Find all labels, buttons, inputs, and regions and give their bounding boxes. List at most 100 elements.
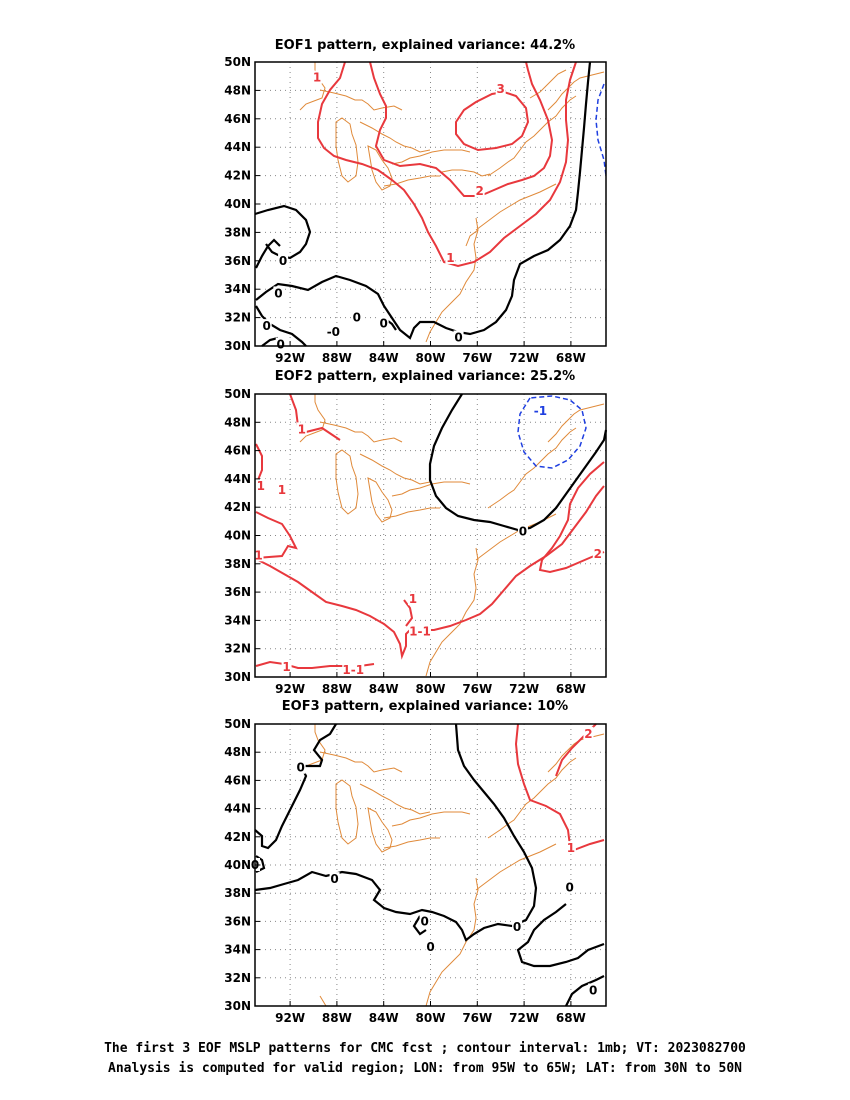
eof3-contours [254,723,605,1007]
eof3-title: EOF3 pattern, explained variance: 10% [282,699,568,714]
contour-label-bg [445,250,456,264]
caption-line-2: Analysis is computed for valid region; L… [108,1061,742,1076]
contour-label: 1 [282,660,290,674]
contour-label: 0 [426,940,434,954]
lat-tick-label: 36N [224,254,251,268]
lon-tick-label: 68W [556,1011,586,1025]
lon-tick-label: 88W [322,682,352,696]
contour-label: 2 [584,727,592,741]
eof2-panel: EOF2 pattern, explained variance: 25.2% [224,369,608,696]
contour-label-bg [261,319,272,333]
contour-label-bg [295,760,306,774]
contour-label-bg [588,983,599,997]
lon-tick-label: 84W [369,682,399,696]
lon-tick-label: 80W [416,1011,446,1025]
contour-label-bg [253,548,264,562]
eof1-axis-ticks: 92W 88W 84W 80W 76W 72W 68W 50N 48N 46N 44N 42N 40N 3… [224,55,586,365]
lat-tick-label: 40N [224,197,251,211]
contour-label: 1 [567,841,575,855]
eof2-title: EOF2 pattern, explained variance: 25.2% [275,369,575,384]
lat-tick-label: 42N [224,169,251,183]
contour-label: 0 [380,316,388,330]
contour-label: 0 [454,330,462,344]
lon-tick-label: 72W [509,351,539,365]
lat-tick-label: 40N [224,529,251,543]
lon-tick-label: 92W [275,1011,305,1025]
eof3-axis-ticks: 92W 88W 84W 80W 76W 72W 68W 50N 48N 46N 44N 42N 40N 3… [224,717,586,1025]
contour-label: 0 [589,983,597,997]
contour-label: 0 [330,872,338,886]
lat-tick-label: 30N [224,999,251,1013]
contour-label-bg [408,624,431,638]
lat-tick-label: 46N [224,773,251,787]
contour-label-bg [296,422,307,436]
eof2-axis-ticks: 92W 88W 84W 80W 76W 72W 68W 50N 48N 46N 44N 42N 40N 3… [224,387,586,696]
lat-tick-label: 46N [224,444,251,458]
contour-label-bg [325,324,342,338]
contour-label-bg [255,478,266,492]
lat-tick-label: 44N [224,472,251,486]
contour-label-bg [453,330,464,344]
contour-label-bg [312,70,323,84]
contour-label: 1 [446,251,454,265]
lon-tick-label: 76W [462,351,492,365]
contour-label-bg [474,184,485,198]
lat-tick-label: 34N [224,282,251,296]
eof1-title: EOF1 pattern, explained variance: 44.2% [275,38,575,53]
contour-label-bg [564,880,575,894]
lat-tick-label: 48N [224,745,251,759]
contour-label-bg [532,403,549,417]
contour-label: 2 [475,184,483,198]
lon-tick-label: 92W [275,682,305,696]
lon-tick-label: 68W [556,351,586,365]
lat-tick-label: 44N [224,802,251,816]
lon-tick-label: 68W [556,682,586,696]
eof1-panel: EOF1 pattern, explained variance: 44.2% [224,38,607,365]
contour-label: 0 [566,881,574,895]
lat-tick-label: 34N [224,613,251,627]
lat-tick-label: 50N [224,387,251,401]
contour-label-bg [592,546,603,560]
eof-figure: EOF1 pattern, explained variance: 44.2% [224,38,608,1025]
lon-tick-label: 84W [369,1011,399,1025]
contour-label: 0 [277,338,285,352]
contour-label-bg [276,483,287,497]
contour-label: 2 [594,547,602,561]
lat-tick-label: 30N [224,339,251,353]
lon-tick-label: 88W [322,1011,352,1025]
lat-tick-label: 32N [224,642,251,656]
lon-tick-label: 72W [509,682,539,696]
lat-tick-label: 48N [224,83,251,97]
lon-tick-label: 84W [369,351,399,365]
contour-label: -0 [327,325,340,339]
lon-tick-label: 76W [462,682,492,696]
lat-tick-label: 44N [224,140,251,154]
contour-label-bg [342,662,365,676]
contour-label: 3 [497,82,505,96]
lat-tick-label: 32N [224,971,251,985]
lon-tick-label: 80W [416,351,446,365]
lon-tick-label: 88W [322,351,352,365]
contour-label: 0 [519,524,527,538]
contour-label: 0 [263,319,271,333]
lon-tick-label: 76W [462,1011,492,1025]
eof2-contour-labels: -111 101 211-11 1-1 [253,403,603,677]
eof3-panel: EOF3 pattern, explained variance: 10% [224,699,607,1025]
contour-label: 1 [257,479,265,493]
contour-label-bg [565,841,576,855]
contour-label-bg [517,524,528,538]
contour-label-bg [329,872,340,886]
contour-label: 0 [420,914,428,928]
contour-label-bg [407,592,418,606]
lat-tick-label: 50N [224,55,251,69]
contour-label-bg [378,316,389,330]
lat-tick-label: 34N [224,943,251,957]
contour-label: 0 [274,286,282,300]
contour-label-bg [583,726,594,740]
contour-label-bg [419,914,430,928]
contour-label: 1 [254,548,262,562]
contour-label: 1 [409,592,417,606]
lat-tick-label: 38N [224,886,251,900]
